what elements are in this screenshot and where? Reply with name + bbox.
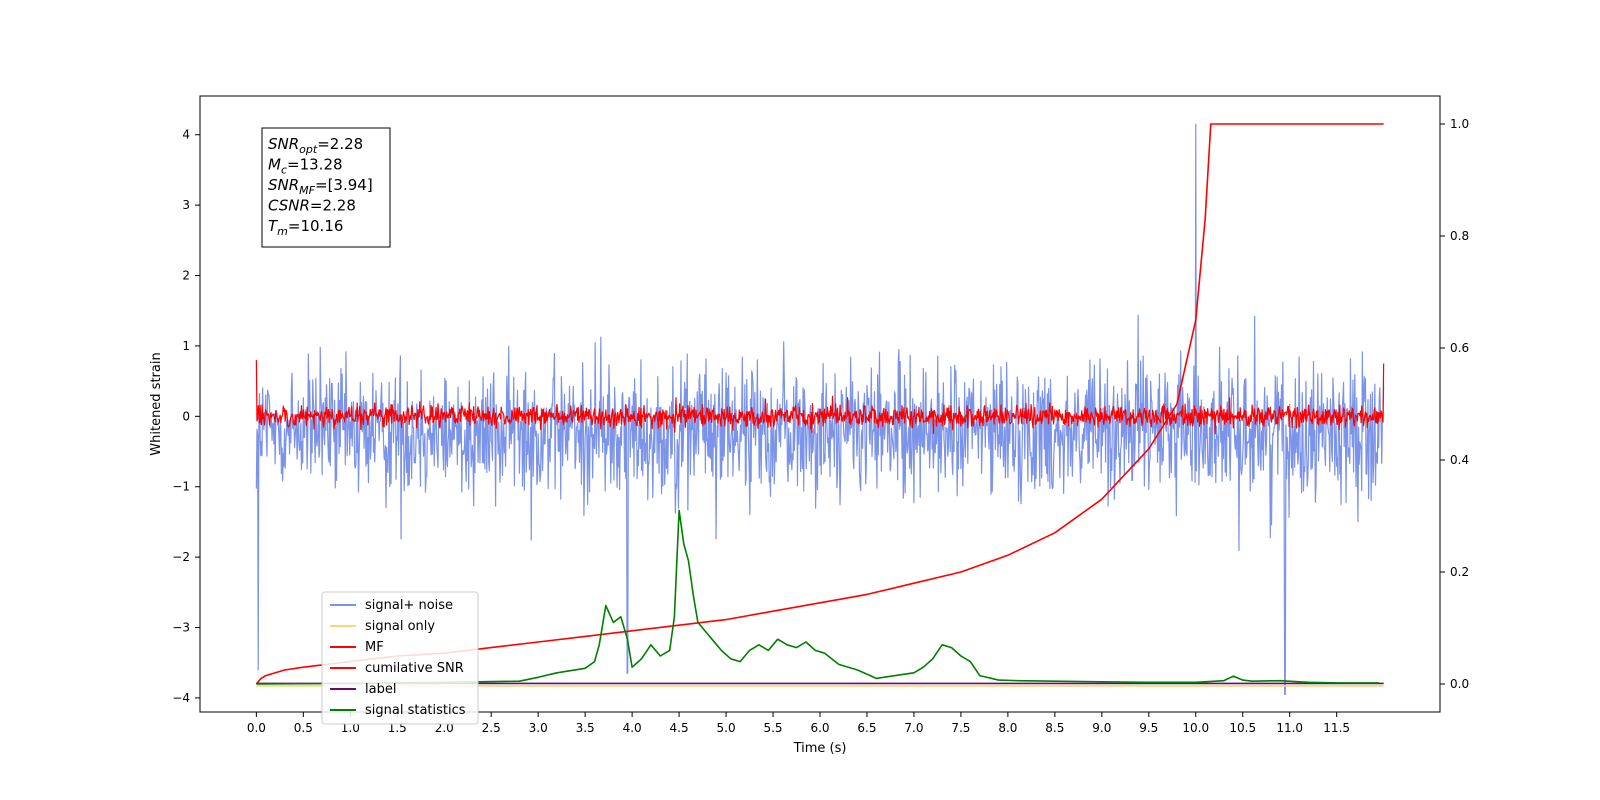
x-tick-label: 4.5 (670, 721, 689, 735)
y-tick-label: −3 (172, 621, 190, 635)
y2-tick-label: 0.2 (1450, 565, 1469, 579)
x-tick-label: 3.5 (576, 721, 595, 735)
y-tick-label: −1 (172, 480, 190, 494)
y-tick-label: 1 (182, 339, 190, 353)
y2-tick-label: 0.4 (1450, 453, 1469, 467)
x-tick-label: 10.5 (1229, 721, 1256, 735)
y2-tick-label: 1.0 (1450, 117, 1469, 131)
y2-tick-label: 0.0 (1450, 677, 1469, 691)
legend-label: signal statistics (365, 703, 466, 718)
x-axis-label: Time (s) (793, 741, 847, 756)
stats-annotation-box: SNRopt=2.28Mc=13.28SNRMF=[3.94]CSNR=2.28… (261, 127, 391, 248)
y-axis-right: 0.0 0.2 0.4 0.6 0.8 1.0 (1440, 117, 1469, 691)
y2-tick-label: 0.6 (1450, 341, 1469, 355)
series-signal-noise-line (255, 123, 1385, 695)
x-tick-label: 11.5 (1323, 721, 1350, 735)
y-axis-label: Whitened strain (149, 352, 164, 455)
annotation-line: Tm=10.16 (268, 217, 343, 238)
annotation-line: Mc=13.28 (268, 156, 343, 177)
legend: signal+ noise signal only MF cumilative SNR… (321, 591, 479, 725)
x-tick-label: 3.0 (529, 721, 548, 735)
legend-label: signal only (365, 619, 435, 634)
y-tick-label: 4 (182, 128, 190, 142)
x-tick-label: 9.5 (1139, 721, 1158, 735)
y-tick-label: 0 (182, 409, 190, 423)
x-tick-label: 7.0 (904, 721, 923, 735)
annotation-line: CSNR=2.28 (268, 197, 356, 215)
x-tick-label: 2.5 (482, 721, 501, 735)
legend-frame (321, 591, 479, 725)
x-tick-label: 5.0 (717, 721, 736, 735)
x-tick-label: 4.0 (623, 721, 642, 735)
x-tick-label: 8.0 (998, 721, 1017, 735)
x-tick-label: 0.0 (247, 721, 266, 735)
x-tick-label: 8.5 (1045, 721, 1064, 735)
x-tick-label: 5.5 (763, 721, 782, 735)
x-tick-label: 6.0 (810, 721, 829, 735)
x-tick-label: 7.5 (951, 721, 970, 735)
y2-tick-label: 0.8 (1450, 229, 1469, 243)
annotation-line: SNRMF=[3.94] (268, 176, 373, 197)
y-tick-label: 3 (182, 198, 190, 212)
y-axis-left: −4 −3 −2 −1 0 1 2 3 4 (172, 128, 200, 705)
y-tick-label: −2 (172, 550, 190, 564)
series-mf-line (255, 359, 1385, 435)
y-tick-label: 2 (182, 269, 190, 283)
y-tick-label: −4 (172, 691, 190, 705)
legend-label: label (365, 682, 396, 697)
annotation-line: SNRopt=2.28 (268, 135, 363, 156)
x-tick-label: 11.0 (1276, 721, 1303, 735)
x-tick-label: 10.0 (1182, 721, 1209, 735)
annotation-frame (261, 127, 391, 248)
x-tick-label: 0.5 (294, 721, 313, 735)
x-tick-label: 6.5 (857, 721, 876, 735)
legend-label: MF (365, 640, 384, 655)
x-tick-label: 9.0 (1092, 721, 1111, 735)
legend-label: cumilative SNR (365, 661, 464, 676)
series-signal-statistics-line (256, 509, 1379, 685)
legend-label: signal+ noise (365, 598, 453, 613)
